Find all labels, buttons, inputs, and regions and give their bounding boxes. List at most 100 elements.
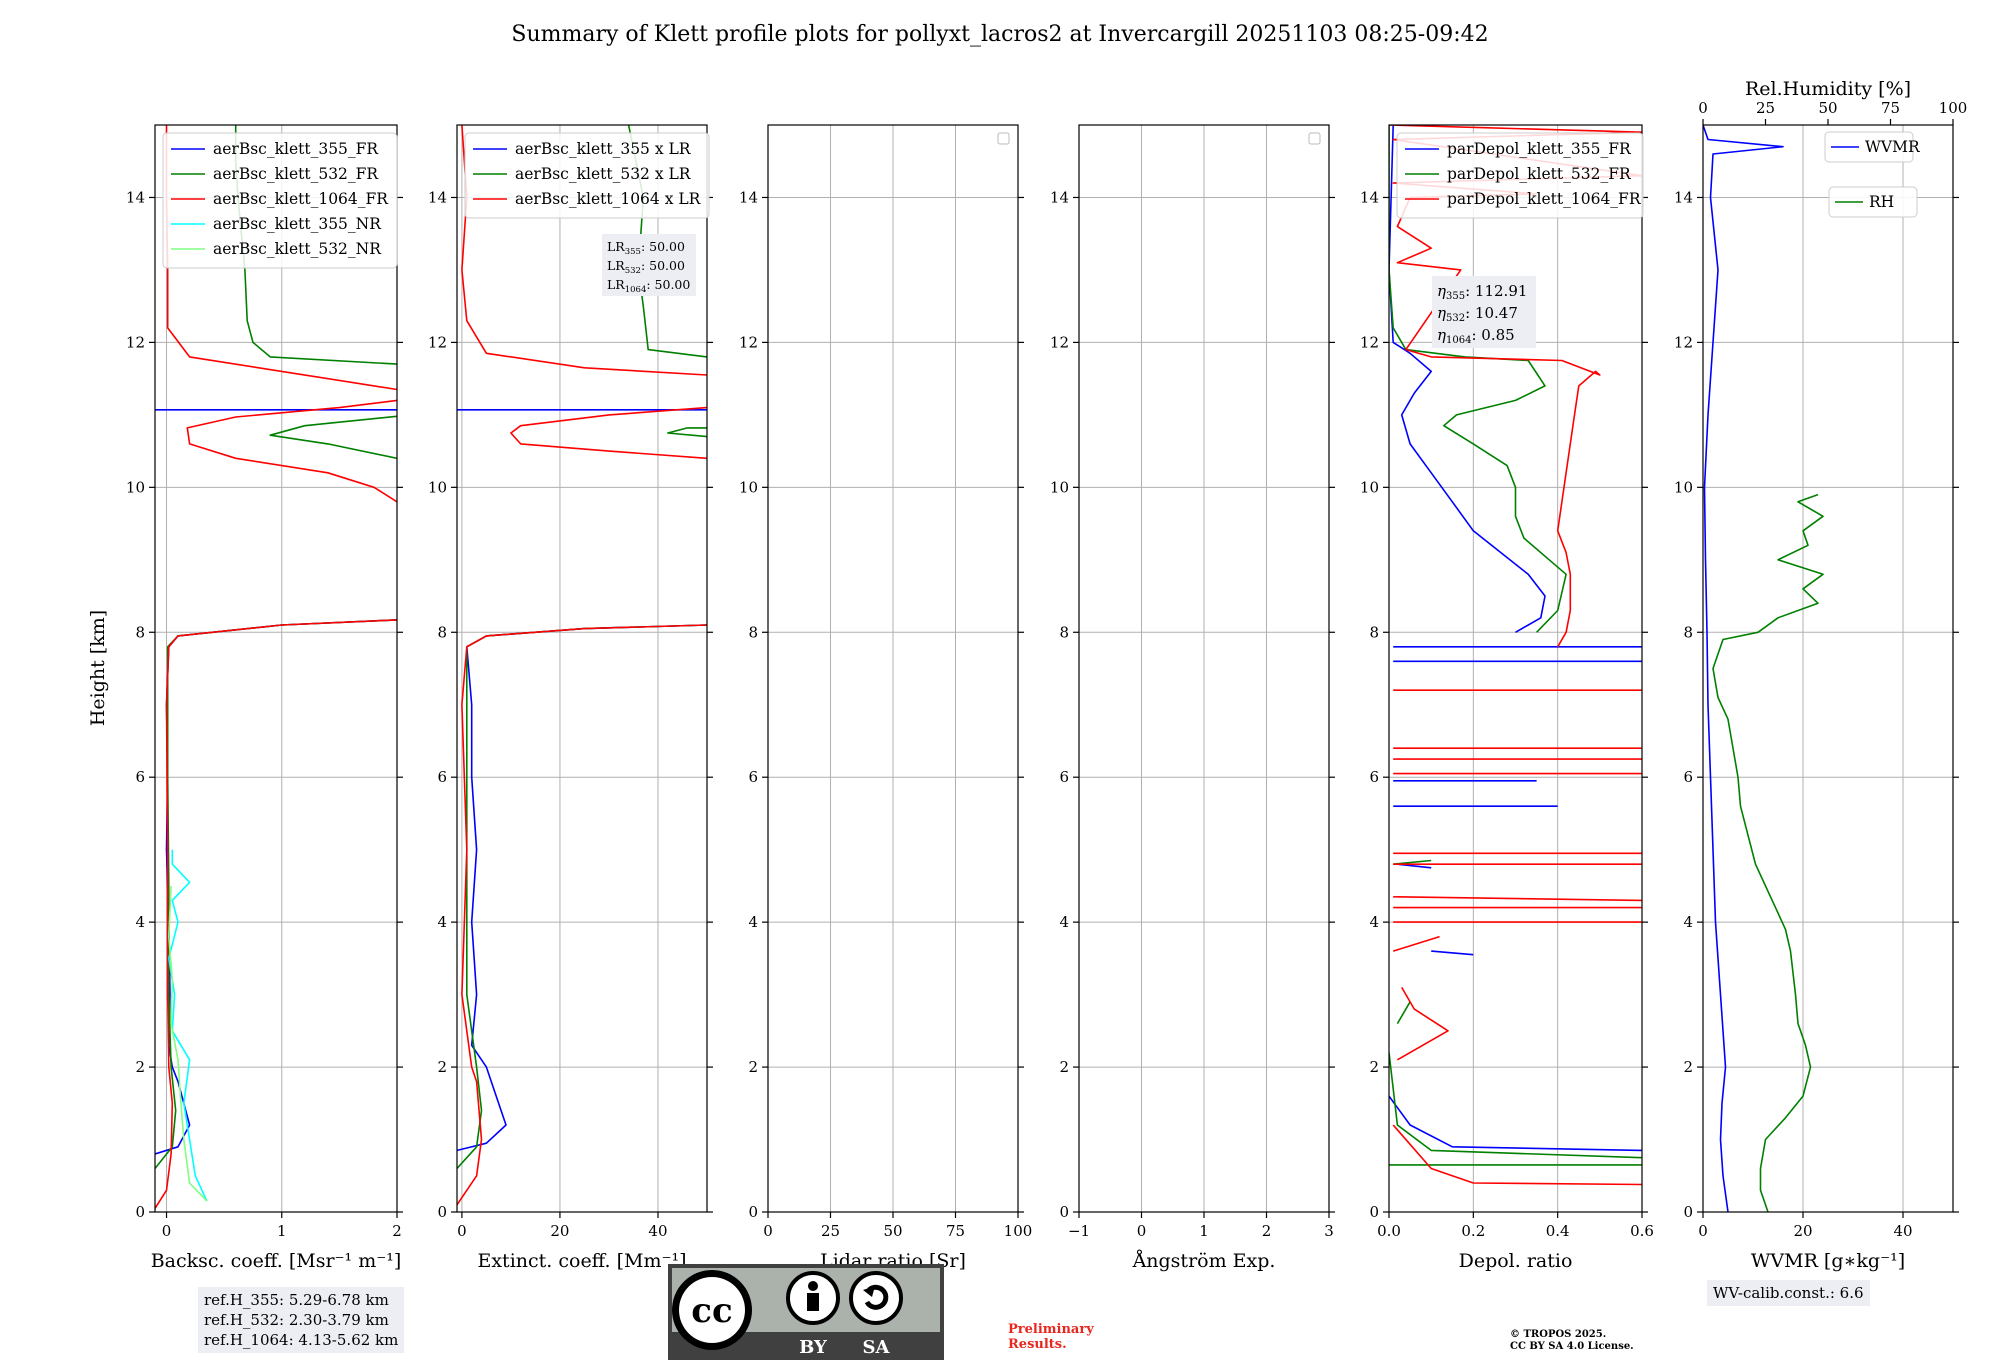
empty-legend-box: [997, 132, 1010, 145]
lr-symbol: LR: [607, 239, 625, 254]
y-tick-label: 8: [437, 623, 447, 641]
eta-value: η532: 10.47: [1437, 304, 1518, 324]
y-axis-label: Height [km]: [87, 610, 109, 726]
y-tick-label: 8: [1683, 623, 1693, 641]
legend-entry: WVMR: [1865, 138, 1921, 156]
x-tick-label: 0: [1698, 1222, 1708, 1240]
cc-circle-inner: [679, 1277, 745, 1343]
panel-5: 0.0 0.2 0.4 0.6 0 2 4 6 8 10 12 14 Depol. ratio parDe…: [1360, 124, 1654, 1272]
series-line-parDepol_klett_532_FR: [1389, 125, 1642, 1166]
y-tick-label: 10: [739, 478, 758, 496]
y-tick-label: 2: [135, 1058, 145, 1076]
series-line-parDepol_klett_1064_FR: [1389, 125, 1642, 1186]
legend-box: [162, 132, 398, 269]
copyright-note: © TROPOS 2025. CC BY SA 4.0 License.: [1510, 1329, 1634, 1352]
y-tick-label: 0: [1059, 1203, 1069, 1221]
series-line-aerBsc_klett_532_NR: [168, 885, 208, 1202]
y-tick-label: 8: [748, 623, 758, 641]
cc-by-sa-badge: cc BY SA: [668, 1264, 944, 1360]
lr-symbol: LR: [607, 277, 625, 292]
eta-number: : 10.47: [1465, 304, 1518, 322]
legend-entry: aerBsc_klett_1064_FR: [213, 190, 389, 208]
y-tick-label: 8: [1369, 623, 1379, 641]
series-group: [155, 125, 397, 1209]
panel-frame: [1388, 124, 1643, 1213]
y-tick-label: 12: [1674, 333, 1693, 351]
eta-symbol: η: [1437, 282, 1446, 300]
x-tick-label: 50: [883, 1222, 902, 1240]
x-tick-label: 0: [162, 1222, 172, 1240]
legend-box: [1828, 186, 1918, 218]
y-tick-label: 6: [748, 768, 758, 786]
eta-symbol: η: [1437, 326, 1446, 344]
x-tick-label: 0.6: [1630, 1222, 1654, 1240]
eta-subscript: 355: [1446, 291, 1465, 302]
y-tick-label: 6: [437, 768, 447, 786]
top-tick-label: 25: [1756, 99, 1775, 117]
legend-entry: parDepol_klett_532_FR: [1447, 165, 1632, 183]
y-tick-label: 2: [1059, 1058, 1069, 1076]
y-tick-label: 2: [437, 1058, 447, 1076]
ref-height-532: ref.H_532: 2.30-3.79 km: [204, 1311, 389, 1329]
x-tick-label: 0: [457, 1222, 467, 1240]
y-tick-label: 4: [1369, 913, 1379, 931]
y-tick-label: 0: [1369, 1203, 1379, 1221]
y-tick-label: 14: [1360, 188, 1379, 206]
eta-number: : 112.91: [1465, 282, 1527, 300]
x-tick-label: 0.0: [1377, 1222, 1401, 1240]
eta-value: η355: 112.91: [1437, 282, 1527, 302]
y-tick-label: 4: [1059, 913, 1069, 931]
x-tick-label: 20: [550, 1222, 569, 1240]
panel-frame: [154, 124, 398, 1213]
legend-entry: aerBsc_klett_355 x LR: [515, 140, 692, 158]
series-group: [1389, 125, 1642, 1186]
eta-box-bg: [1432, 276, 1536, 348]
y-tick-label: 10: [1674, 478, 1693, 496]
y-tick-label: 0: [1683, 1203, 1693, 1221]
x-tick-label: 40: [648, 1222, 667, 1240]
panel-frame: [1702, 124, 1954, 1213]
y-tick-label: 6: [135, 768, 145, 786]
reference-heights-box: ref.H_355: 5.29-6.78 km ref.H_532: 2.30-…: [198, 1287, 405, 1353]
y-tick-label: 14: [1674, 188, 1693, 206]
y-tick-label: 8: [1059, 623, 1069, 641]
y-tick-label: 6: [1369, 768, 1379, 786]
lr-value: LR355: 50.00: [607, 239, 685, 257]
legend-box: [1396, 132, 1644, 219]
legend-entry: aerBsc_klett_355_NR: [213, 215, 382, 233]
x-tick-label: 0: [1137, 1222, 1147, 1240]
empty-legend-box: [1308, 132, 1321, 145]
legend-entry: parDepol_klett_355_FR: [1447, 140, 1632, 158]
ref-height-355: ref.H_355: 5.29-6.78 km: [204, 1291, 389, 1309]
cc-text: cc: [691, 1291, 732, 1331]
x-tick-label: 2: [392, 1222, 402, 1240]
y-tick-label: 2: [1369, 1058, 1379, 1076]
sa-icon-arrow: [864, 1284, 889, 1310]
x-axis-label: Backsc. coeff. [Msr⁻¹ m⁻¹]: [151, 1250, 402, 1272]
legend-entry: RH: [1869, 193, 1894, 211]
x-tick-label: 0.2: [1461, 1222, 1485, 1240]
top-tick-label: 50: [1818, 99, 1837, 117]
x-tick-label: 1: [277, 1222, 287, 1240]
y-tick-label: 14: [739, 188, 758, 206]
legend-entry: aerBsc_klett_532_FR: [213, 165, 379, 183]
top-tick-label: 100: [1939, 99, 1968, 117]
x-tick-label: 0: [763, 1222, 773, 1240]
eta-number: : 0.85: [1471, 326, 1514, 344]
x-tick-label: 2: [1262, 1222, 1272, 1240]
series-line-WVMR: [1703, 125, 1784, 1212]
series-line-aerBsc_klett_355 x LR: [457, 409, 707, 1152]
y-tick-label: 2: [748, 1058, 758, 1076]
y-tick-label: 4: [437, 913, 447, 931]
by-label: BY: [799, 1337, 828, 1358]
x-tick-label: 75: [946, 1222, 965, 1240]
eta-value: η1064: 0.85: [1437, 326, 1515, 346]
x-tick-label: 0.4: [1546, 1222, 1570, 1240]
y-tick-label: 12: [1360, 333, 1379, 351]
top-axis-label: Rel.Humidity [%]: [1745, 78, 1911, 100]
x-tick-label: 1: [1199, 1222, 1209, 1240]
